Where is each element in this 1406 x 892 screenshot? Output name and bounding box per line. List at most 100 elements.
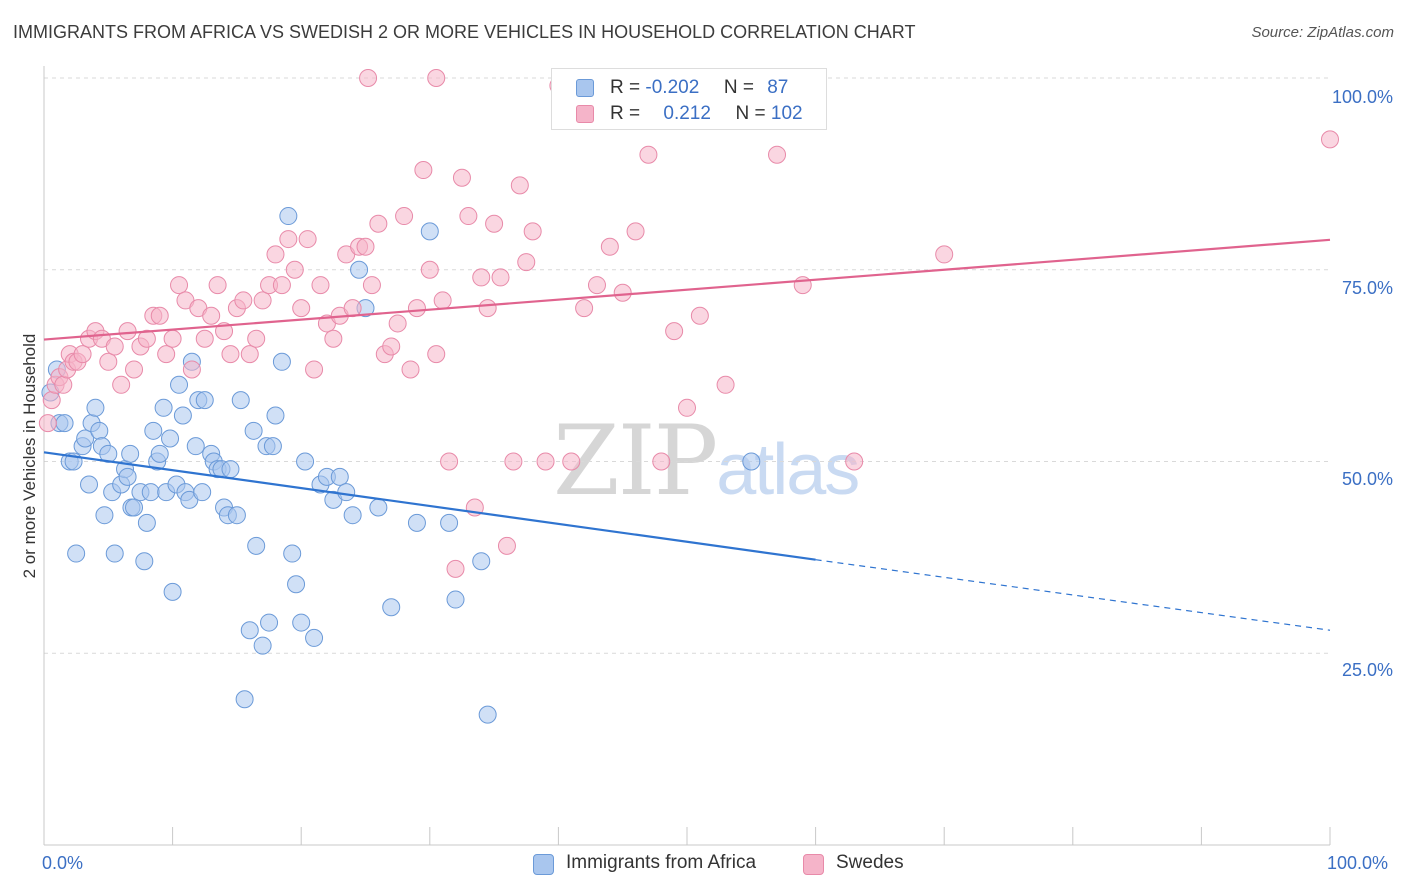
point-africa	[90, 421, 109, 440]
point-africa	[382, 598, 401, 617]
point-swedes	[163, 329, 182, 348]
point-swedes	[768, 145, 787, 164]
point-africa	[472, 552, 491, 571]
point-africa	[173, 406, 192, 425]
x-tick-label-min: 0.0%	[42, 853, 84, 873]
point-swedes	[247, 329, 266, 348]
point-swedes	[388, 314, 407, 333]
point-swedes	[170, 276, 189, 295]
point-swedes	[440, 452, 459, 471]
point-swedes	[240, 345, 259, 364]
point-swedes	[38, 414, 57, 433]
point-swedes	[105, 337, 124, 356]
bottom-legend-swatch-swedes	[803, 854, 824, 875]
point-africa	[247, 536, 266, 555]
point-africa	[141, 483, 160, 502]
point-swedes	[305, 360, 324, 379]
point-africa	[80, 475, 99, 494]
point-swedes	[459, 207, 478, 226]
point-africa	[227, 506, 246, 525]
point-swedes	[221, 345, 240, 364]
legend-r-value: -0.202	[645, 77, 700, 98]
point-swedes	[42, 391, 61, 410]
point-swedes	[523, 222, 542, 241]
bottom-legend-label-africa: Immigrants from Africa	[566, 852, 757, 873]
point-africa	[186, 437, 205, 456]
point-swedes	[253, 291, 272, 310]
point-swedes	[266, 245, 285, 264]
point-swedes	[665, 322, 684, 341]
point-swedes	[359, 69, 378, 87]
point-swedes	[575, 299, 594, 318]
point-swedes	[420, 260, 439, 279]
legend-n-label: N =	[735, 103, 766, 124]
point-africa	[478, 705, 497, 724]
point-africa	[121, 444, 140, 463]
point-swedes	[395, 207, 414, 226]
point-africa	[343, 506, 362, 525]
chart-title: IMMIGRANTS FROM AFRICA VS SWEDISH 2 OR M…	[13, 22, 916, 42]
point-africa	[263, 437, 282, 456]
point-swedes	[414, 161, 433, 180]
point-africa	[305, 628, 324, 647]
point-africa	[287, 575, 306, 594]
y-tick-label-75: 75.0%	[1341, 278, 1393, 298]
point-swedes	[472, 268, 491, 287]
point-swedes	[99, 352, 118, 371]
point-africa	[272, 352, 291, 371]
point-swedes	[118, 322, 137, 341]
source-label: Source: ZipAtlas.com	[1251, 24, 1394, 41]
point-swedes	[793, 276, 812, 295]
point-africa	[67, 544, 86, 563]
point-swedes	[452, 168, 471, 187]
point-africa	[266, 406, 285, 425]
point-swedes	[182, 360, 201, 379]
point-swedes	[343, 299, 362, 318]
y-tick-label-100: 100.0%	[1331, 87, 1393, 107]
point-swedes	[125, 360, 144, 379]
legend-r-value: 0.212	[663, 103, 711, 124]
y-axis-title: 2 or more Vehicles in Household	[20, 333, 39, 579]
point-swedes	[202, 306, 221, 325]
point-swedes	[427, 69, 446, 87]
point-swedes	[285, 260, 304, 279]
point-swedes	[485, 214, 504, 233]
point-swedes	[356, 237, 375, 256]
point-swedes	[195, 329, 214, 348]
point-swedes	[639, 145, 658, 164]
point-swedes	[150, 306, 169, 325]
point-swedes	[279, 230, 298, 249]
legend-swatch-africa	[576, 79, 594, 97]
point-swedes	[311, 276, 330, 295]
point-africa	[144, 421, 163, 440]
trendline-swedes	[43, 238, 1331, 341]
point-swedes	[427, 345, 446, 364]
bottom-legend-label-swedes: Swedes	[836, 852, 904, 873]
trendline-africa	[43, 451, 816, 561]
point-swedes	[690, 306, 709, 325]
point-swedes	[678, 398, 696, 417]
point-africa	[221, 460, 240, 479]
point-swedes	[73, 345, 92, 364]
point-africa	[283, 544, 302, 563]
point-swedes	[510, 176, 529, 195]
point-africa	[231, 391, 250, 410]
point-swedes	[517, 253, 536, 272]
x-tick-label-max: 100.0%	[1327, 853, 1389, 873]
legend-n-value: 87	[767, 77, 789, 98]
point-africa	[260, 613, 279, 632]
point-swedes	[613, 283, 632, 302]
point-swedes	[401, 360, 420, 379]
point-africa	[154, 398, 173, 417]
point-swedes	[600, 237, 619, 256]
point-africa	[76, 429, 95, 448]
point-swedes	[112, 375, 131, 394]
point-africa	[440, 513, 459, 532]
point-swedes	[935, 245, 954, 264]
legend-r-label: R =	[610, 77, 641, 98]
point-swedes	[137, 329, 156, 348]
point-africa	[240, 621, 259, 640]
point-africa	[125, 498, 144, 517]
point-africa	[407, 513, 426, 532]
